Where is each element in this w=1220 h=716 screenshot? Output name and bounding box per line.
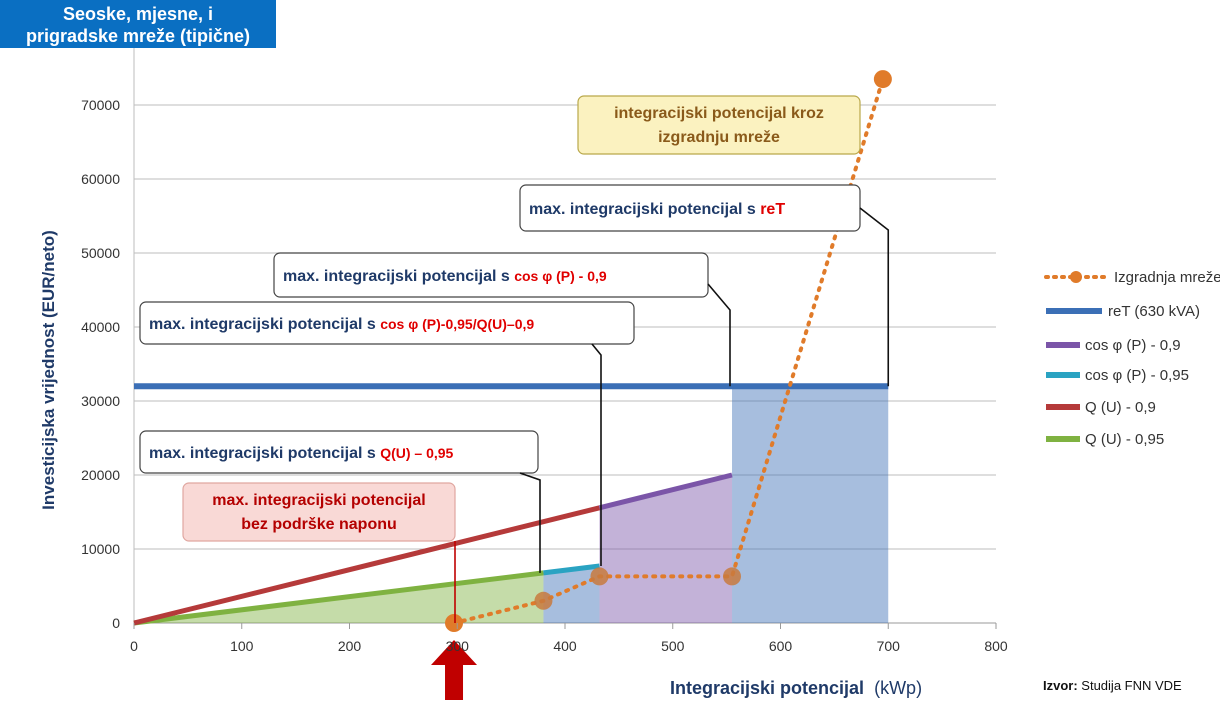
y-tick-label: 30000 <box>81 393 120 409</box>
annotation-qu095: max. integracijski potencijal s Q(U) – 0… <box>139 430 541 573</box>
legend-item: Izgradnja mreže <box>1044 269 1220 286</box>
legend-label: Q (U) - 0,9 <box>1085 399 1156 416</box>
y-tick-label: 40000 <box>81 319 120 335</box>
annotation-cos095-box <box>139 301 635 345</box>
annotation-cos095-text: max. integracijski potencijal s cos φ (P… <box>149 316 534 333</box>
legend-label: cos φ (P) - 0,95 <box>1085 367 1189 384</box>
annotation-build-box <box>577 95 861 155</box>
annotation-build-line1: integracijski potencijal kroz <box>614 105 824 122</box>
annotation-qu095-text-post: Q(U) – 0,95 <box>380 445 453 461</box>
axis-ticks: 0 10000 20000 30000 40000 50000 60000 70000 0 100… <box>81 97 1008 654</box>
source-label: Izvor: <box>1043 678 1078 693</box>
annotation-ret-text-pre: max. integracijski potencijal s <box>529 201 760 218</box>
legend-item: Q (U) - 0,9 <box>1046 399 1156 416</box>
area-ret <box>732 386 889 623</box>
x-tick-label: 600 <box>769 638 793 654</box>
annotation-no-support-line2: bez podrške naponu <box>241 516 397 533</box>
annotation-build-line2: izgradnju mreže <box>658 129 780 146</box>
x-tick-label: 0 <box>130 638 138 654</box>
legend-item: reT (630 kVA) <box>1046 303 1200 320</box>
y-tick-label: 50000 <box>81 245 120 261</box>
legend-label: cos φ (P) - 0,9 <box>1085 337 1181 354</box>
header-badge-line1: Seoske, mjesne, i <box>62 4 214 24</box>
annotation-ret-text-post: reT <box>760 201 785 218</box>
annotation-cos09-box <box>273 252 709 298</box>
legend-item: cos φ (P) - 0,95 <box>1046 367 1189 384</box>
x-tick-label: 700 <box>877 638 901 654</box>
annotation-ret-leader <box>859 207 890 387</box>
annotation-no-support: max. integracijski potencijal bez podrške… <box>182 482 456 623</box>
y-tick-label: 70000 <box>81 97 120 113</box>
annotation-cos09: max. integracijski potencijal s cos φ (P… <box>273 252 731 387</box>
x-axis-title: Integracijski potencijal (kWp) <box>670 678 922 698</box>
annotation-cos095-leader <box>591 343 602 567</box>
y-tick-label: 20000 <box>81 467 120 483</box>
legend-marker <box>1070 271 1082 283</box>
annotation-build: integracijski potencijal kroz izgradnju m… <box>577 95 861 155</box>
legend-item: cos φ (P) - 0,9 <box>1046 337 1181 354</box>
series-lines <box>133 70 892 700</box>
line-cos09 <box>598 472 733 511</box>
marker-izgradnja <box>590 567 609 586</box>
area-cos095 <box>543 566 600 623</box>
source-note: Izvor: Studija FNN VDE <box>1043 678 1182 693</box>
annotation-cos09-leader <box>707 283 731 387</box>
annotation-ret-text: max. integracijski potencijal s reT <box>529 201 785 218</box>
area-cos09 <box>599 475 733 623</box>
x-tick-label: 500 <box>661 638 685 654</box>
marker-izgradnja <box>873 70 892 89</box>
annotation-qu095-text: max. integracijski potencijal s Q(U) – 0… <box>149 445 454 462</box>
legend-item: Q (U) - 0,95 <box>1046 431 1164 448</box>
y-axis-title: Investicijska vrijednost (EUR/neto) <box>39 230 58 510</box>
x-axis-title-unit: (kWp) <box>874 678 922 698</box>
annotation-qu095-box <box>139 430 539 474</box>
x-tick-label: 400 <box>553 638 577 654</box>
marker-izgradnja <box>445 614 464 632</box>
annotations: integracijski potencijal kroz izgradnju m… <box>139 95 890 623</box>
annotation-no-support-line1: max. integracijski potencijal <box>212 492 425 509</box>
annotation-qu095-text-pre: max. integracijski potencijal s <box>149 445 380 462</box>
legend-label: Izgradnja mreže <box>1114 269 1220 286</box>
y-tick-label: 10000 <box>81 541 120 557</box>
annotation-ret: max. integracijski potencijal s reT <box>519 184 890 387</box>
annotation-cos095: max. integracijski potencijal s cos φ (P… <box>139 301 635 567</box>
x-axis-title-main: Integracijski potencijal <box>670 678 864 698</box>
annotation-cos095-text-post: cos φ (P)-0,95/Q(U)–0,9 <box>380 316 534 332</box>
x-tick-label: 800 <box>984 638 1008 654</box>
annotation-cos09-text-post: cos φ (P) - 0,9 <box>514 268 607 284</box>
line-qu09 <box>133 505 601 626</box>
red-arrow <box>431 640 478 700</box>
annotation-no-support-box <box>182 482 456 542</box>
y-tick-label: 0 <box>112 615 120 631</box>
x-tick-label: 100 <box>230 638 254 654</box>
x-tick-label: 300 <box>446 638 470 654</box>
header-badge: Seoske, mjesne, i prigradske mreže (tipi… <box>0 0 276 48</box>
annotation-cos09-text-pre: max. integracijski potencijal s <box>283 268 514 285</box>
x-tick-label: 200 <box>338 638 362 654</box>
annotation-cos09-text: max. integracijski potencijal s cos φ (P… <box>283 268 607 285</box>
y-tick-label: 60000 <box>81 171 120 187</box>
annotation-cos095-text-pre: max. integracijski potencijal s <box>149 316 380 333</box>
source-text: Studija FNN VDE <box>1081 678 1182 693</box>
line-cos095 <box>543 563 600 576</box>
line-qu095 <box>133 570 544 626</box>
legend: Izgradnja mreže reT (630 kVA) cos φ (P) - … <box>1044 269 1220 448</box>
header-badge-line2: prigradske mreže (tipične) <box>25 26 251 46</box>
legend-label: reT (630 kVA) <box>1108 303 1200 320</box>
marker-izgradnja <box>723 567 742 586</box>
marker-izgradnja <box>534 591 553 610</box>
legend-label: Q (U) - 0,95 <box>1085 431 1164 448</box>
annotation-qu095-leader <box>519 472 541 573</box>
